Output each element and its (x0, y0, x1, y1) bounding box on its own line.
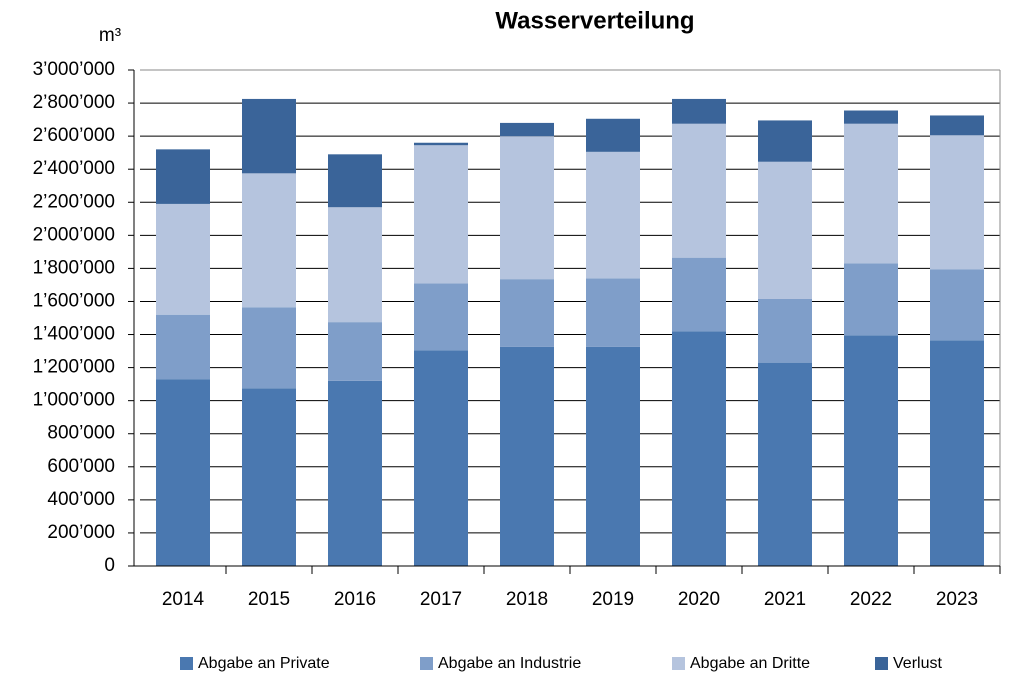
bar-segment (328, 207, 382, 323)
legend-swatch (420, 657, 433, 670)
y-axis-label: m³ (99, 25, 121, 46)
bar-segment (758, 161, 812, 299)
bar-segment (500, 122, 554, 137)
bar-segment (500, 346, 554, 566)
y-tick-label: 2’000’000 (33, 224, 115, 245)
bar-segment (672, 98, 726, 124)
chart-title: Wasserverteilung (495, 7, 694, 34)
bar-segment (242, 388, 296, 566)
x-tick-label: 2020 (678, 589, 720, 610)
y-tick-label: 2’400’000 (33, 158, 115, 179)
legend-label: Abgabe an Dritte (690, 655, 810, 672)
bar-segment (156, 314, 210, 380)
bar-segment (328, 154, 382, 208)
x-tick-label: 2015 (248, 589, 290, 610)
x-tick-label: 2022 (850, 589, 892, 610)
y-tick-label: 400’000 (47, 489, 115, 510)
y-tick-label: 1’800’000 (33, 257, 115, 278)
bar-segment (414, 145, 468, 284)
bar-segment (586, 151, 640, 279)
bar-segment (586, 118, 640, 152)
x-tick-label: 2016 (334, 589, 376, 610)
bar-segment (414, 350, 468, 566)
bar-segment (758, 362, 812, 566)
y-tick-label: 1’600’000 (33, 290, 115, 311)
bar-segment (414, 142, 468, 146)
bar-segment (242, 98, 296, 174)
bar-segment (242, 307, 296, 389)
bar-segment (672, 123, 726, 258)
bar-segment (156, 149, 210, 204)
bar-segment (672, 257, 726, 332)
y-tick-label: 800’000 (47, 423, 115, 444)
legend-swatch (180, 657, 193, 670)
x-tick-label: 2023 (936, 589, 978, 610)
bar-segment (844, 110, 898, 124)
y-tick-label: 2’600’000 (33, 125, 115, 146)
bar-segment (758, 298, 812, 363)
bar-segment (156, 203, 210, 315)
y-tick-label: 3’000’000 (33, 59, 115, 80)
bar-segment (930, 269, 984, 341)
legend-label: Abgabe an Private (198, 655, 330, 672)
legend-label: Abgabe an Industrie (438, 655, 581, 672)
x-tick-label: 2021 (764, 589, 806, 610)
y-tick-label: 600’000 (47, 456, 115, 477)
bar-segment (500, 279, 554, 347)
y-tick-label: 2’200’000 (33, 191, 115, 212)
x-tick-label: 2019 (592, 589, 634, 610)
bar-segment (930, 340, 984, 566)
bar-segment (844, 335, 898, 566)
bar-segment (500, 136, 554, 280)
bar-segment (930, 115, 984, 136)
x-tick-label: 2014 (162, 589, 205, 610)
bar-segment (586, 278, 640, 347)
bar-segment (844, 123, 898, 264)
y-tick-label: 2’800’000 (33, 92, 115, 113)
y-tick-label: 1’200’000 (33, 357, 115, 378)
bar-segment (242, 173, 296, 308)
legend-label: Verlust (893, 655, 942, 672)
x-tick-label: 2017 (420, 589, 462, 610)
x-tick-label: 2018 (506, 589, 548, 610)
bar-segment (414, 283, 468, 351)
bar-segment (328, 380, 382, 566)
bar-segment (328, 322, 382, 381)
bar-segment (758, 120, 812, 162)
y-tick-label: 200’000 (47, 522, 115, 543)
legend-swatch (672, 657, 685, 670)
y-tick-label: 1’400’000 (33, 324, 115, 345)
bar-segment (672, 331, 726, 566)
legend-swatch (875, 657, 888, 670)
y-tick-label: 0 (104, 555, 115, 576)
bar-segment (844, 263, 898, 336)
bar-segment (586, 346, 640, 566)
y-tick-label: 1’000’000 (33, 390, 115, 411)
bar-segment (930, 135, 984, 270)
bar-segment (156, 379, 210, 566)
